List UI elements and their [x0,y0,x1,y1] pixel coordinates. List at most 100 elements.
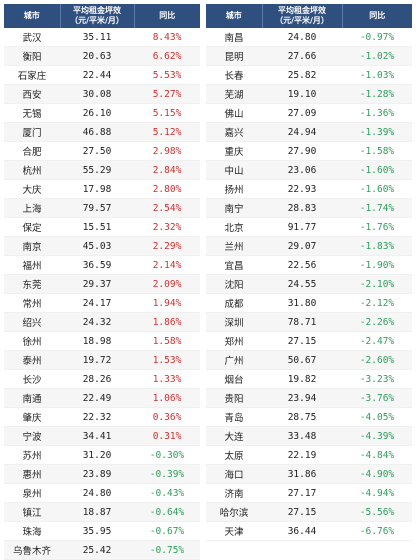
yoy-change-cell: -4.90% [342,464,412,484]
city-cell: 长春 [206,65,262,85]
yoy-change-cell: 2.98% [134,141,200,161]
city-cell: 哈尔滨 [206,502,262,522]
city-cell: 泉州 [4,483,60,503]
yoy-change-cell: -4.39% [342,426,412,446]
yoy-change-cell: 0.36% [134,407,200,427]
table-row: 青岛 28.75 -4.05% [206,407,412,427]
yoy-change-cell: -2.60% [342,350,412,370]
yoy-change-cell: -0.97% [342,28,412,47]
avg-rent-cell: 27.09 [262,103,342,123]
header-yoy: 同比 [134,4,200,28]
city-cell: 重庆 [206,141,262,161]
avg-rent-cell: 23.94 [262,388,342,408]
city-cell: 佛山 [206,103,262,123]
avg-rent-cell: 79.57 [60,198,134,218]
yoy-change-cell: -0.64% [134,502,200,522]
yoy-change-cell: 1.06% [134,388,200,408]
city-cell: 大庆 [4,179,60,199]
yoy-change-cell: -1.74% [342,198,412,218]
table-row: 佛山 27.09 -1.36% [206,103,412,123]
table-row: 石家庄 22.44 5.53% [4,65,200,85]
avg-rent-cell: 31.20 [60,445,134,465]
city-cell: 泰州 [4,350,60,370]
table-row: 中山 23.06 -1.60% [206,160,412,180]
yoy-change-cell: 1.53% [134,350,200,370]
avg-rent-cell: 35.11 [60,28,134,47]
yoy-change-cell: 1.58% [134,331,200,351]
city-cell: 福州 [4,255,60,275]
yoy-change-cell: 1.86% [134,312,200,332]
avg-rent-cell: 23.89 [60,464,134,484]
yoy-change-cell: -1.03% [342,65,412,85]
city-cell: 东莞 [4,274,60,294]
table-row: 南京 45.03 2.29% [4,236,200,256]
city-cell: 武汉 [4,28,60,47]
yoy-change-cell: -6.76% [342,521,412,541]
city-cell: 苏州 [4,445,60,465]
yoy-change-cell: -1.02% [342,46,412,66]
avg-rent-cell: 29.07 [262,236,342,256]
avg-rent-cell: 24.32 [60,312,134,332]
avg-rent-cell: 22.56 [262,255,342,275]
avg-rent-cell: 22.44 [60,65,134,85]
avg-rent-cell: 15.51 [60,217,134,237]
avg-rent-cell: 36.44 [262,521,342,541]
avg-rent-cell: 24.17 [60,293,134,313]
yoy-change-cell: -0.75% [134,540,200,560]
table-row: 福州 36.59 2.14% [4,255,200,275]
yoy-change-cell: 5.27% [134,84,200,104]
avg-rent-cell: 31.86 [262,464,342,484]
table-row: 扬州 22.93 -1.60% [206,179,412,199]
avg-rent-cell: 27.50 [60,141,134,161]
avg-rent-cell: 19.72 [60,350,134,370]
table-row: 惠州 23.89 -0.39% [4,464,200,484]
avg-rent-cell: 24.94 [262,122,342,142]
table-header-row: 城市 平均租金坪效 （元/平米/月） 同比 [206,4,412,28]
avg-rent-cell: 30.08 [60,84,134,104]
table-row: 太原 22.19 -4.84% [206,445,412,465]
avg-rent-cell: 19.10 [262,84,342,104]
city-cell: 沈阳 [206,274,262,294]
avg-rent-cell: 20.63 [60,46,134,66]
header-city: 城市 [206,4,263,28]
avg-rent-cell: 35.95 [60,521,134,541]
city-cell: 无锡 [4,103,60,123]
yoy-change-cell: 6.62% [134,46,200,66]
table-row: 东莞 29.37 2.09% [4,274,200,294]
table-row: 合肥 27.50 2.98% [4,141,200,161]
avg-rent-cell: 27.15 [262,502,342,522]
yoy-change-cell: -1.60% [342,160,412,180]
yoy-change-cell: -4.05% [342,407,412,427]
yoy-change-cell: -2.10% [342,274,412,294]
table-row: 泰州 19.72 1.53% [4,350,200,370]
avg-rent-cell: 28.83 [262,198,342,218]
yoy-change-cell: 5.53% [134,65,200,85]
avg-rent-cell: 29.37 [60,274,134,294]
city-cell: 大连 [206,426,262,446]
table-row: 芜湖 19.10 -1.28% [206,84,412,104]
city-cell: 太原 [206,445,262,465]
city-cell: 宁波 [4,426,60,446]
table-row: 哈尔滨 27.15 -5.56% [206,502,412,522]
table-row: 衡阳 20.63 6.62% [4,46,200,66]
avg-rent-cell: 24.80 [262,28,342,47]
table-row: 济南 27.17 -4.94% [206,483,412,503]
city-cell: 深圳 [206,312,262,332]
avg-rent-cell: 24.55 [262,274,342,294]
table-row: 宁波 34.41 0.31% [4,426,200,446]
yoy-change-cell: 2.32% [134,217,200,237]
table-row: 北京 91.77 -1.76% [206,217,412,237]
avg-rent-cell: 24.80 [60,483,134,503]
rent-tables: 城市 平均租金坪效 （元/平米/月） 同比 武汉 35.11 8.43% 衡阳 20.63… [4,4,412,560]
table-row: 贵阳 23.94 -3.76% [206,388,412,408]
avg-rent-cell: 78.71 [262,312,342,332]
avg-rent-cell: 22.32 [60,407,134,427]
table-row: 郑州 27.15 -2.47% [206,331,412,351]
avg-rent-cell: 55.29 [60,160,134,180]
avg-rent-cell: 28.26 [60,369,134,389]
table-row: 乌鲁木齐 25.42 -0.75% [4,540,200,560]
city-cell: 贵阳 [206,388,262,408]
avg-rent-cell: 23.06 [262,160,342,180]
table-row: 西安 30.08 5.27% [4,84,200,104]
city-cell: 中山 [206,160,262,180]
